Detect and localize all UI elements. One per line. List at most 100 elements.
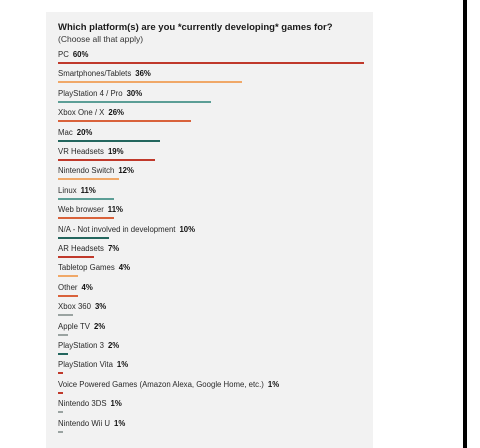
bar-category: Voice Powered Games (Amazon Alexa, Googl… bbox=[58, 379, 264, 389]
bar bbox=[58, 139, 160, 142]
bar-label: Nintendo 3DS 1% bbox=[58, 399, 122, 408]
bar bbox=[58, 256, 94, 258]
bar-value-label: 60% bbox=[72, 50, 89, 59]
bar-row: Nintendo 3DS 1% bbox=[58, 399, 364, 415]
bar-category: Web browser bbox=[58, 205, 104, 215]
bar-value-label: 11% bbox=[80, 185, 96, 195]
bar-category: AR Headsets bbox=[58, 244, 104, 253]
bar-value-label: 7% bbox=[107, 244, 120, 253]
bar bbox=[58, 100, 211, 103]
bar-row: PlayStation Vita 1% bbox=[58, 360, 364, 376]
bar bbox=[58, 333, 69, 336]
bar bbox=[58, 391, 64, 394]
bar-category: N/A - Not involved in development bbox=[58, 224, 176, 234]
bar-value-label: 3% bbox=[94, 302, 107, 312]
bar-category: Nintendo 3DS bbox=[58, 399, 107, 409]
bar-label: Xbox 360 3% bbox=[58, 302, 106, 311]
bar-category: VR Headsets bbox=[58, 147, 104, 156]
bar-label: Voice Powered Games (Amazon Alexa, Googl… bbox=[58, 380, 279, 389]
bar-category: PC bbox=[58, 50, 69, 59]
bar-label: Other 4% bbox=[58, 283, 93, 292]
bar-value-label: 36% bbox=[135, 69, 151, 79]
bar-value-label: 4% bbox=[81, 282, 93, 292]
bar-category: Nintendo Wii U bbox=[58, 418, 110, 428]
bar-label: Xbox One / X 26% bbox=[58, 108, 124, 117]
bar-label: Smartphones/Tablets 36% bbox=[58, 69, 151, 78]
bar-value-label: 19% bbox=[107, 147, 124, 156]
bar-category: Xbox One / X bbox=[58, 108, 105, 118]
bar-category: Mac bbox=[58, 127, 73, 137]
window-edge bbox=[463, 0, 467, 448]
bar-value-label: 12% bbox=[118, 166, 134, 176]
bar-row: Mac 20% bbox=[58, 128, 364, 144]
bar-label: PlayStation Vita 1% bbox=[58, 360, 128, 369]
bar bbox=[58, 178, 120, 181]
bar-label: Nintendo Switch 12% bbox=[58, 166, 134, 175]
bar bbox=[58, 294, 79, 297]
bar-row: Linux 11% bbox=[58, 186, 364, 202]
bar-row: Other 4% bbox=[58, 283, 364, 299]
bar-label: Linux 11% bbox=[58, 186, 96, 195]
chart-title: Which platform(s) are you *currently dev… bbox=[58, 22, 333, 33]
bar-row: Smartphones/Tablets 36% bbox=[58, 69, 364, 85]
bar-row: PlayStation 4 / Pro 30% bbox=[58, 89, 364, 105]
bar-label: VR Headsets 19% bbox=[58, 147, 124, 156]
bar-value-label: 1% bbox=[110, 399, 122, 409]
bar-label: PlayStation 3 2% bbox=[58, 341, 119, 350]
bar-category: PlayStation Vita bbox=[58, 360, 113, 370]
bar-value-label: 10% bbox=[179, 224, 196, 234]
bar-row: Xbox One / X 26% bbox=[58, 108, 364, 124]
bar-label: Mac 20% bbox=[58, 128, 92, 137]
bar-category: Nintendo Switch bbox=[58, 166, 115, 176]
bar-category: Other bbox=[58, 282, 78, 292]
bar-row: AR Headsets 7% bbox=[58, 244, 364, 260]
bar-category: Tabletop Games bbox=[58, 263, 115, 273]
bar bbox=[58, 372, 64, 375]
bar-category: PlayStation 3 bbox=[58, 341, 104, 350]
bar bbox=[58, 236, 109, 239]
bar-category: Smartphones/Tablets bbox=[58, 69, 132, 79]
bar bbox=[58, 411, 64, 414]
bar-row: Tabletop Games 4% bbox=[58, 263, 364, 279]
bar bbox=[58, 314, 74, 317]
bar-row: Nintendo Switch 12% bbox=[58, 166, 364, 182]
bar-value-label: 2% bbox=[107, 341, 120, 350]
bar-row: VR Headsets 19% bbox=[58, 147, 364, 163]
bar-value-label: 4% bbox=[118, 263, 131, 273]
bar-value-label: 2% bbox=[93, 321, 106, 331]
bar-label: PlayStation 4 / Pro 30% bbox=[58, 89, 142, 98]
bar-value-label: 20% bbox=[76, 127, 93, 137]
bar-label: Apple TV 2% bbox=[58, 322, 105, 331]
bar-row: Apple TV 2% bbox=[58, 322, 364, 338]
chart-subtitle: (Choose all that apply) bbox=[58, 34, 144, 44]
chart-panel bbox=[46, 12, 373, 448]
bar-value-label: 1% bbox=[114, 418, 126, 428]
bar-value-label: 26% bbox=[108, 108, 124, 118]
bar-label: AR Headsets 7% bbox=[58, 244, 119, 253]
bar-label: N/A - Not involved in development 10% bbox=[58, 225, 195, 234]
bar-row: Xbox 360 3% bbox=[58, 302, 364, 318]
bar-category: Apple TV bbox=[58, 321, 90, 331]
bar bbox=[58, 430, 64, 433]
bar-value-label: 1% bbox=[267, 379, 280, 389]
bar-category: Xbox 360 bbox=[58, 302, 91, 312]
bar-value-label: 30% bbox=[126, 88, 143, 98]
bar-row: PC 60% bbox=[58, 50, 364, 66]
bar-category: Linux bbox=[58, 185, 77, 195]
bar bbox=[58, 353, 69, 355]
bar bbox=[58, 120, 191, 123]
bar-category: PlayStation 4 / Pro bbox=[58, 88, 123, 98]
bar bbox=[58, 275, 79, 278]
bar-label: Tabletop Games 4% bbox=[58, 263, 130, 272]
bar-label: Web browser 11% bbox=[58, 205, 123, 214]
bar-row: Voice Powered Games (Amazon Alexa, Googl… bbox=[58, 380, 364, 396]
bar bbox=[58, 62, 364, 64]
bar bbox=[58, 159, 155, 161]
bar-value-label: 1% bbox=[116, 360, 129, 370]
bar bbox=[58, 217, 115, 220]
bar bbox=[58, 81, 242, 84]
bar-row: Web browser 11% bbox=[58, 205, 364, 221]
bar-value-label: 11% bbox=[107, 205, 123, 215]
bar-row: N/A - Not involved in development 10% bbox=[58, 225, 364, 241]
bar-label: PC 60% bbox=[58, 50, 88, 59]
